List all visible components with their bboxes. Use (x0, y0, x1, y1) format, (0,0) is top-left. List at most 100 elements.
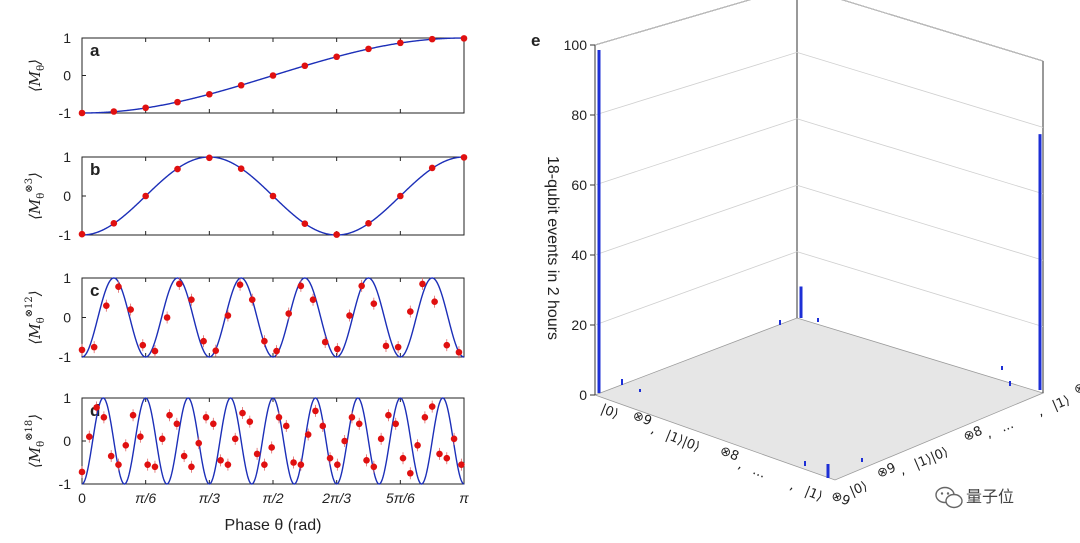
data-point (365, 45, 372, 53)
bar-small (621, 379, 623, 385)
y-axis-label: |0⟩ (848, 479, 870, 500)
bar-small (861, 458, 863, 462)
data-point (297, 282, 305, 290)
y-axis-label: , (897, 463, 907, 478)
data-point (217, 457, 224, 464)
data-point (326, 454, 334, 462)
data-point (90, 343, 98, 351)
data-point (455, 348, 463, 356)
x-axis-label: , (649, 422, 658, 437)
data-point (85, 433, 93, 441)
data-point (450, 435, 458, 443)
data-point (269, 72, 277, 79)
data-point (261, 337, 268, 345)
data-point (385, 411, 392, 419)
data-point (436, 450, 443, 458)
data-point (309, 296, 317, 304)
data-point (355, 420, 363, 428)
x-axis-label: , (788, 478, 797, 493)
y-axis-label-end: ⟩ (26, 172, 44, 179)
z-gridline (594, 184, 798, 256)
data-point (397, 192, 404, 200)
data-point (151, 463, 159, 471)
data-point (269, 192, 277, 200)
data-point (443, 454, 451, 462)
panel-frame (81, 397, 465, 485)
data-point (333, 231, 340, 238)
z-gridline (796, 52, 1044, 128)
data-point (239, 409, 246, 417)
data-point (206, 90, 213, 98)
x-axis-label: Phase θ (rad) (225, 517, 322, 534)
y-axis-label-sub: θ (36, 65, 47, 71)
y-axis-label: ⟨Mθ⊗18⟩ (24, 414, 47, 468)
y-axis-label: ⟨Mθ⊗3⟩ (24, 172, 47, 220)
y-tick-label: 1 (63, 390, 71, 406)
x-axis-label: ⊗9 (829, 488, 852, 509)
data-point (127, 306, 134, 313)
data-point (188, 296, 195, 304)
data-point (210, 420, 217, 428)
data-point (443, 341, 451, 349)
z-gridline (796, 118, 1044, 195)
data-point (78, 346, 86, 354)
y-axis-label: , (984, 426, 994, 441)
x-axis-label: ⊗9 (630, 408, 653, 429)
data-point (414, 442, 421, 449)
y-axis-label-main: ⟨M (26, 323, 44, 345)
fit-curve (81, 397, 465, 485)
y-axis-label-main: ⟨M (26, 446, 44, 468)
z-tick-label: 60 (571, 177, 587, 193)
panel-label: c (90, 281, 99, 300)
data-point (166, 411, 173, 419)
data-point (202, 414, 210, 421)
data-point (268, 444, 275, 451)
data-point (341, 437, 348, 445)
data-point (224, 312, 232, 319)
data-point (419, 280, 426, 288)
data-point (407, 469, 414, 477)
bar (1038, 134, 1042, 390)
y-axis-label: ⊗8 (961, 424, 985, 445)
data-point (224, 461, 232, 468)
data-point (248, 296, 256, 304)
y-tick-label: 1 (63, 30, 71, 46)
data-point (103, 302, 110, 309)
y-axis-label-sub: θ (36, 193, 47, 199)
data-point (290, 459, 297, 466)
y-tick-label: 0 (63, 188, 71, 204)
data-point (253, 450, 261, 458)
data-point (346, 312, 353, 319)
wechat-icon (935, 486, 963, 509)
data-point (460, 154, 468, 161)
data-point (304, 431, 312, 438)
data-point (319, 422, 327, 430)
x-tick-label: π/3 (199, 490, 220, 506)
watermark: 量子位 (935, 486, 1014, 509)
data-point (107, 452, 115, 460)
data-point (397, 39, 404, 47)
bar (826, 464, 830, 478)
y-tick-label: -1 (59, 227, 72, 243)
data-point (93, 404, 100, 411)
z-gridline (796, 184, 1044, 261)
y-axis-label: ⟨Mθ⊗12⟩ (24, 290, 47, 344)
panel-label: d (90, 401, 100, 420)
z-axis-label: 18-qubit events in 2 hours (544, 156, 561, 340)
data-point (129, 411, 137, 419)
x-axis-label: |1⟩ (802, 484, 824, 505)
data-point (370, 300, 378, 307)
data-point (195, 439, 203, 447)
z-tick-label: 80 (571, 107, 587, 123)
data-point (212, 347, 220, 354)
data-point (421, 414, 429, 421)
data-point (370, 463, 378, 471)
panel-label: e (531, 31, 540, 50)
y-tick-label: -1 (59, 476, 72, 492)
bar-small (639, 389, 641, 392)
data-point (78, 109, 86, 117)
y-axis-label-end: ⟩ (26, 290, 44, 297)
y-tick-label: 0 (63, 310, 71, 326)
x-tick-label: 5π/6 (386, 490, 415, 506)
data-point (173, 420, 181, 428)
